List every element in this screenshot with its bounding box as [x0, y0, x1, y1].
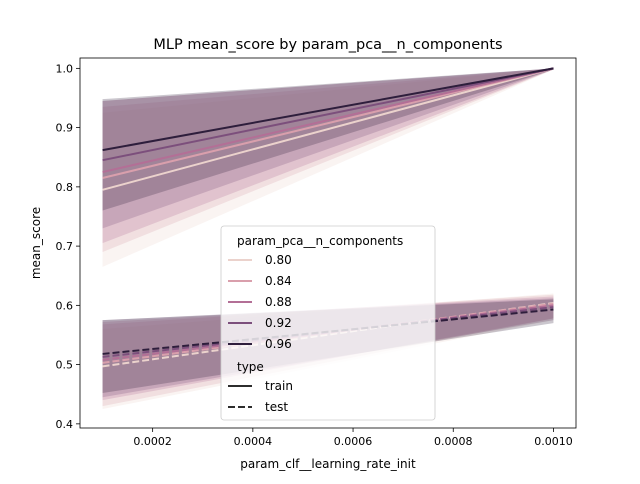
legend-label-0.96: 0.96	[265, 337, 292, 351]
series-line-test-0.80	[102, 301, 554, 368]
x-tick-label: 0.0004	[234, 435, 273, 448]
series-line-train-0.88	[102, 67, 554, 174]
ci-band-train-0.88	[102, 68, 554, 244]
x-tick-label: 0.0002	[133, 435, 172, 448]
legend-style-title: type	[237, 360, 264, 374]
ci-band-train-0.84	[102, 68, 554, 253]
y-axis-label: mean_score	[29, 207, 43, 279]
legend-label-0.88: 0.88	[265, 295, 292, 309]
legend-label-0.80: 0.80	[265, 253, 292, 267]
legend-items: 0.80 0.84 0.88 0.92 0.96 train test	[228, 253, 293, 414]
ci-band-train-0.80	[102, 68, 554, 267]
x-tick-label: 0.0008	[434, 435, 473, 448]
legend-label-0.84: 0.84	[265, 274, 292, 288]
x-axis-label: param_clf__learning_rate_init	[240, 457, 416, 471]
x-axis-ticks: 0.0002 0.0004 0.0006 0.0008 0.0010	[133, 428, 573, 448]
legend-label-test: test	[265, 400, 288, 414]
ci-band-train-0.96	[102, 68, 554, 211]
ci-band-train-0.92	[102, 68, 554, 229]
series-line-train-0.80	[102, 67, 554, 191]
series-line-train-0.92	[102, 67, 554, 162]
y-tick-label: 0.9	[56, 122, 74, 135]
y-tick-label: 0.6	[56, 299, 74, 312]
legend-hue-title: param_pca__n_components	[237, 234, 403, 248]
y-tick-label: 0.7	[56, 240, 74, 253]
chart-title: MLP mean_score by param_pca__n_component…	[153, 37, 502, 53]
legend-label-0.92: 0.92	[265, 316, 292, 330]
plot-frame	[79, 57, 577, 429]
series-line-test-0.88	[102, 304, 554, 361]
y-tick-label: 1.0	[56, 62, 74, 75]
series-line-test-0.84	[102, 302, 554, 364]
legend: param_pca__n_components type 0.800.840.8…	[220, 225, 436, 421]
y-axis-ticks: 0.4 0.5 0.6 0.7 0.8 0.9 1.0	[56, 62, 80, 431]
x-tick-label: 0.0006	[334, 435, 373, 448]
series-line-train-0.96	[102, 67, 554, 152]
y-tick-label: 0.4	[56, 418, 74, 431]
y-tick-label: 0.5	[56, 359, 74, 372]
legend-label-train: train	[265, 379, 293, 393]
y-tick-label: 0.8	[56, 181, 74, 194]
legend-box	[220, 225, 436, 421]
x-tick-label: 0.0010	[534, 435, 573, 448]
